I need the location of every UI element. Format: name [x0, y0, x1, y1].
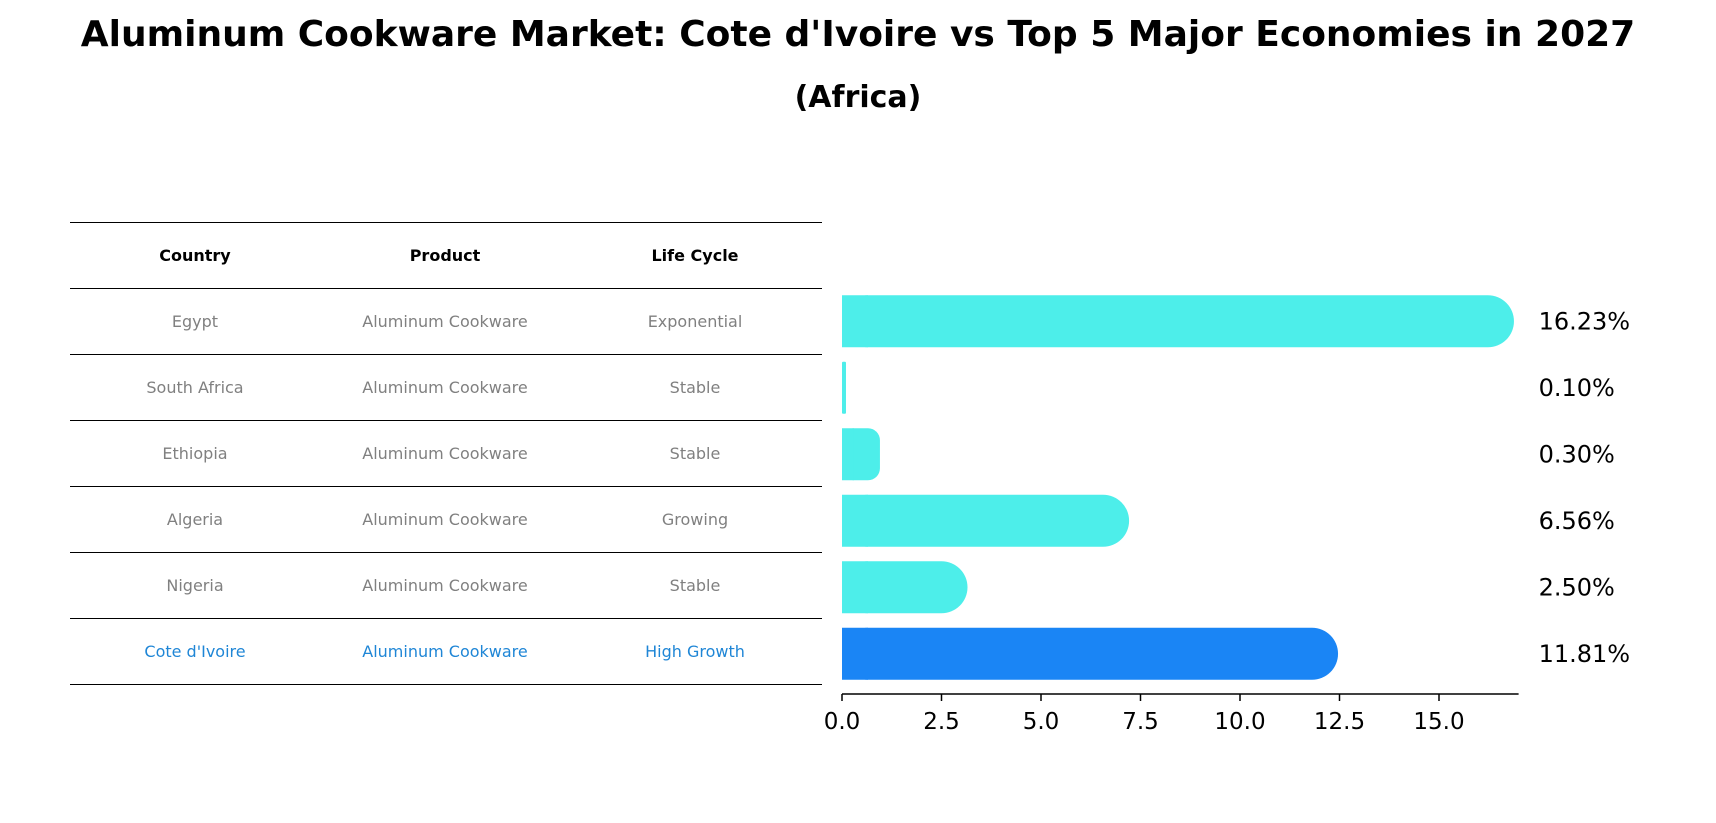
- cell-life-cycle: Stable: [669, 576, 721, 595]
- bar-left-fill: [842, 627, 868, 680]
- value-label: 16.23%: [1539, 307, 1631, 335]
- bar: [842, 494, 1130, 547]
- x-tick-label: 10.0: [1214, 709, 1265, 735]
- chart-subtitle: (Africa): [794, 80, 922, 115]
- table-row: Nigeria Aluminum Cookware Stable: [70, 552, 822, 618]
- cell-country: Ethiopia: [162, 444, 228, 463]
- x-tick-label: 12.5: [1314, 709, 1365, 735]
- header-life-cycle: Life Cycle: [651, 246, 739, 265]
- cell-country: Egypt: [171, 312, 219, 331]
- x-tick-label: 15.0: [1413, 709, 1464, 735]
- value-label: 6.56%: [1539, 507, 1615, 535]
- cell-country: Nigeria: [166, 576, 224, 595]
- table-header-row: Country Product Life Cycle: [70, 222, 822, 288]
- chart-title: Aluminum Cookware Market: Cote d'Ivoire …: [80, 14, 1636, 55]
- x-tick-label: 5.0: [1023, 709, 1060, 735]
- data-table: Country Product Life Cycle Egypt Aluminu…: [70, 222, 822, 685]
- bar-left-fill: [842, 494, 868, 547]
- x-tick-label: 7.5: [1122, 709, 1159, 735]
- bar: [842, 295, 1514, 348]
- x-tick-label: 2.5: [923, 709, 960, 735]
- value-label: 11.81%: [1539, 640, 1631, 668]
- bar-left-fill: [842, 295, 868, 348]
- bar-left-fill: [842, 428, 854, 481]
- bar: [842, 561, 968, 614]
- table-row-highlight: Cote d'Ivoire Aluminum Cookware High Gro…: [70, 618, 822, 685]
- cell-product: Aluminum Cookware: [362, 576, 528, 595]
- value-label: 2.50%: [1539, 573, 1615, 601]
- value-label: 0.10%: [1539, 374, 1615, 402]
- cell-life-cycle: Stable: [669, 378, 721, 397]
- table-row: Ethiopia Aluminum Cookware Stable: [70, 420, 822, 486]
- x-tick-label: 0.0: [824, 709, 861, 735]
- cell-country: Algeria: [166, 510, 224, 529]
- bar-left-fill: [842, 561, 868, 614]
- cell-product: Aluminum Cookware: [362, 378, 528, 397]
- table-row: Egypt Aluminum Cookware Exponential: [70, 288, 822, 354]
- cell-life-cycle: Growing: [661, 510, 729, 529]
- table-row: South Africa Aluminum Cookware Stable: [70, 354, 822, 420]
- cell-life-cycle: Exponential: [647, 312, 743, 331]
- bar: [842, 627, 1339, 680]
- cell-product: Aluminum Cookware: [362, 444, 528, 463]
- value-label: 0.30%: [1539, 440, 1615, 468]
- cell-country: South Africa: [146, 378, 244, 397]
- bar: [842, 361, 846, 414]
- header-country: Country: [159, 246, 231, 265]
- header-product: Product: [409, 246, 481, 265]
- cell-product: Aluminum Cookware: [362, 510, 528, 529]
- cell-country: Cote d'Ivoire: [144, 642, 246, 661]
- cell-life-cycle: High Growth: [645, 642, 745, 661]
- cell-life-cycle: Stable: [669, 444, 721, 463]
- cell-product: Aluminum Cookware: [362, 642, 528, 661]
- table-row: Algeria Aluminum Cookware Growing: [70, 486, 822, 552]
- cell-product: Aluminum Cookware: [362, 312, 528, 331]
